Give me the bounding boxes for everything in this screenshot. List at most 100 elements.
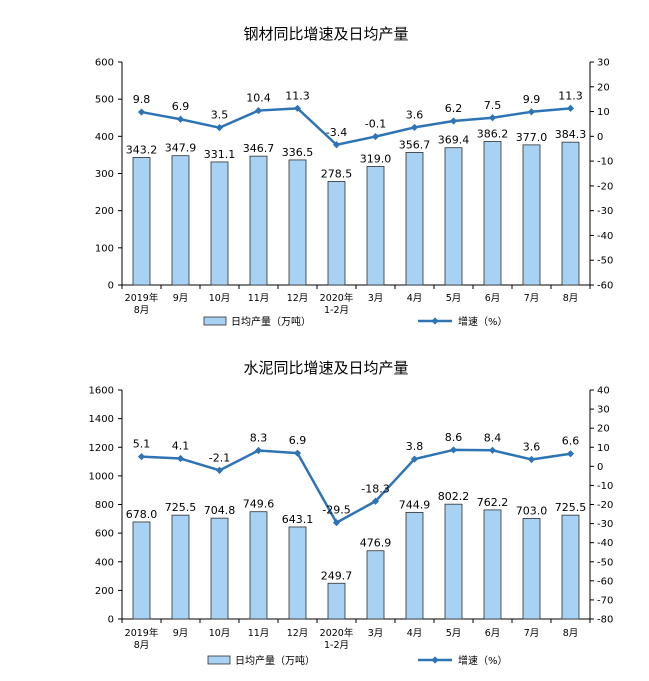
x-tick-label: 10月 — [209, 628, 231, 639]
line-point — [332, 519, 341, 527]
bar — [171, 514, 190, 620]
right-tick-label: -60 — [597, 576, 613, 587]
x-tick-label: 4月 — [407, 628, 423, 639]
x-tick-label: 6月 — [485, 628, 501, 639]
right-tick-label: -10 — [597, 157, 613, 168]
line-point — [137, 108, 146, 116]
line-value-label: -0.1 — [365, 118, 386, 131]
bar-value-label: 346.7 — [243, 142, 275, 155]
right-tick-label: -20 — [597, 181, 613, 192]
bar-value-label: 802.2 — [438, 490, 470, 503]
bar-value-label: 369.4 — [438, 134, 470, 147]
line-value-label: 8.6 — [445, 431, 463, 444]
x-tick-label: 10月 — [209, 293, 231, 304]
x-tick-label: 9月 — [173, 628, 189, 639]
right-tick-label: 40 — [597, 386, 610, 397]
right-tick-label: 0 — [597, 462, 603, 473]
bar — [366, 166, 385, 286]
right-tick-label: -10 — [597, 481, 613, 492]
x-tick-label: 8月 — [134, 640, 150, 651]
left-tick-label: 200 — [95, 586, 114, 597]
left-tick-label: 300 — [95, 169, 114, 180]
x-tick-label: 4月 — [407, 293, 423, 304]
line-point — [488, 114, 497, 122]
line-point — [254, 446, 263, 455]
bar — [132, 157, 151, 286]
x-tick-label: 1-2月 — [324, 640, 349, 651]
bar — [483, 509, 502, 620]
bar — [249, 511, 268, 620]
bar — [210, 517, 229, 620]
line-point — [332, 141, 341, 149]
line-value-label: 6.2 — [445, 102, 463, 115]
bar-value-label: 278.5 — [321, 167, 353, 180]
line-point — [410, 123, 419, 132]
line-value-label: 6.6 — [562, 435, 580, 448]
line-point — [527, 108, 536, 116]
left-tick-label: 800 — [95, 500, 114, 511]
bar — [405, 152, 424, 286]
x-tick-label: 8月 — [563, 628, 579, 639]
bar — [444, 147, 463, 286]
bar — [327, 582, 346, 620]
line-value-label: -2.1 — [209, 451, 230, 464]
bar — [522, 517, 541, 620]
line-value-label: 9.8 — [133, 93, 151, 106]
bar — [132, 521, 151, 620]
legend-bar-swatch — [207, 655, 231, 665]
line-point — [449, 446, 458, 454]
right-tick-label: 20 — [597, 424, 610, 435]
line-value-label: 4.1 — [172, 440, 190, 453]
left-tick-label: 500 — [95, 95, 114, 106]
bar-value-label: 704.8 — [204, 504, 236, 517]
x-tick-label: 12月 — [287, 628, 309, 639]
right-tick-label: -60 — [597, 281, 613, 292]
line-point — [566, 104, 575, 112]
left-tick-label: 1000 — [89, 471, 114, 482]
bar — [366, 550, 385, 620]
x-tick-label: 9月 — [173, 293, 189, 304]
left-tick-label: 1400 — [89, 414, 114, 425]
steel-chart: 钢材同比增速及日均产量 0100200300400500600-60-50-40… — [95, 25, 613, 328]
x-tick-label: 12月 — [287, 293, 309, 304]
right-tick-label: -40 — [597, 538, 613, 549]
line-point — [215, 124, 224, 132]
legend-line-label: 增速（%） — [458, 315, 508, 328]
line-value-label: -3.4 — [326, 126, 347, 139]
right-tick-label: -30 — [597, 519, 613, 530]
line-value-label: 11.3 — [285, 89, 310, 102]
left-tick-label: 100 — [95, 243, 114, 254]
bar-value-label: 331.1 — [204, 148, 236, 161]
x-tick-label: 5月 — [446, 628, 462, 639]
x-tick-label: 8月 — [134, 305, 150, 316]
legend-line-marker — [431, 317, 439, 325]
bar-value-label: 347.9 — [165, 142, 197, 155]
left-tick-label: 1200 — [89, 443, 114, 454]
cement-chart: 水泥同比增速及日均产量 0200400600800100012001400160… — [89, 359, 614, 667]
left-tick-label: 200 — [95, 206, 114, 217]
right-tick-label: 30 — [597, 58, 610, 69]
bar-value-label: 386.2 — [477, 127, 509, 140]
line-value-label: 5.1 — [133, 438, 151, 451]
line-value-label: 3.5 — [211, 109, 229, 122]
line-value-label: 8.4 — [484, 431, 502, 444]
line-point — [449, 117, 458, 125]
bar-value-label: 749.6 — [243, 498, 275, 511]
line-value-label: 10.4 — [246, 92, 271, 105]
right-tick-label: -30 — [597, 206, 613, 217]
line-value-label: 9.9 — [523, 93, 541, 106]
line-value-label: 8.3 — [250, 431, 268, 444]
line-point — [371, 497, 380, 505]
right-tick-label: 30 — [597, 405, 610, 416]
line-point — [410, 455, 419, 463]
x-tick-label: 6月 — [485, 293, 501, 304]
bar-value-label: 343.2 — [126, 143, 158, 156]
x-tick-label: 11月 — [248, 628, 270, 639]
bar-value-label: 643.1 — [282, 513, 314, 526]
line-value-label: 3.8 — [406, 440, 424, 453]
x-tick-label: 3月 — [368, 628, 384, 639]
left-tick-label: 400 — [95, 557, 114, 568]
bar-value-label: 356.7 — [399, 138, 431, 151]
bar — [210, 161, 229, 286]
